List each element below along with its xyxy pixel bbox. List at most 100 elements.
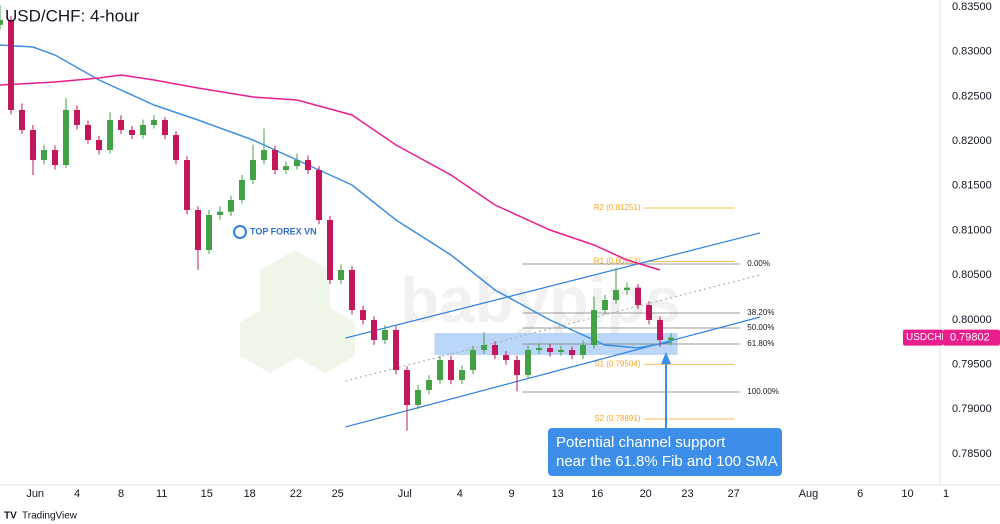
- y-tick-label: 0.81000: [952, 224, 992, 236]
- footer-logo: TV: [4, 511, 17, 522]
- watermark-hexagon: [240, 305, 300, 373]
- candle-body: [294, 160, 300, 167]
- candle-body: [96, 140, 102, 151]
- fib-label: 50.00%: [747, 323, 774, 332]
- y-tick-label: 0.79000: [952, 403, 992, 415]
- logo: TOP FOREX VN: [233, 225, 317, 239]
- y-tick-label: 0.81500: [952, 180, 992, 192]
- annotation-arrowhead: [661, 352, 671, 364]
- x-tick-label: 6: [857, 488, 863, 500]
- candle-body: [415, 389, 421, 405]
- candle-body: [470, 350, 476, 371]
- candle-body: [558, 350, 564, 352]
- channel-line: [345, 274, 761, 382]
- x-tick-label: 13: [552, 488, 564, 500]
- logo-text: TOP FOREX VN: [250, 226, 317, 236]
- logo-icon: [233, 225, 247, 239]
- candle-body: [41, 150, 47, 161]
- candle-body: [151, 119, 157, 125]
- fib-label: 61.80%: [747, 339, 774, 348]
- candle-body: [547, 348, 553, 352]
- y-tick-label: 0.80500: [952, 269, 992, 281]
- x-tick-label: 1: [943, 488, 949, 500]
- candle-body: [327, 220, 333, 281]
- candle-body: [239, 179, 245, 200]
- x-tick-label: Jul: [398, 488, 412, 500]
- x-tick-label: 20: [640, 488, 652, 500]
- moving-average: [0, 74, 661, 271]
- candle-body: [668, 337, 674, 340]
- chart-title: USD/CHF: 4-hour: [5, 6, 139, 25]
- candle-body: [140, 124, 146, 135]
- candle-body: [217, 211, 223, 216]
- x-tick-label: 23: [681, 488, 693, 500]
- x-tick-label: 27: [728, 488, 740, 500]
- candle-body: [481, 344, 487, 351]
- fib-label: 38.20%: [747, 308, 774, 317]
- candle-body: [8, 20, 14, 110]
- last-price-tag: [943, 329, 1000, 346]
- annotation-text: near the 61.8% Fib and 100 SMA: [556, 453, 778, 470]
- candle-body: [349, 269, 355, 311]
- y-tick-label: 0.79500: [952, 358, 992, 370]
- pivot-label: S1 (0.79504): [594, 359, 641, 368]
- symbol-tag: [903, 329, 943, 346]
- candle-body: [261, 150, 267, 161]
- y-tick-label: 0.78500: [952, 448, 992, 460]
- candle-body: [74, 109, 80, 125]
- x-tick-label: 25: [332, 488, 344, 500]
- candle-body: [503, 355, 509, 361]
- x-tick-label: 4: [74, 488, 80, 500]
- symbol-tag-text: USDCHF: [906, 332, 948, 343]
- fib-label: 100.00%: [747, 387, 779, 396]
- candle-body: [228, 199, 234, 212]
- watermark-text: babypips: [400, 264, 681, 336]
- y-tick-label: 0.83000: [952, 46, 992, 58]
- candle-body: [63, 109, 69, 166]
- candle-body: [338, 269, 344, 281]
- candle-body: [184, 160, 190, 211]
- x-tick-label: 22: [290, 488, 302, 500]
- x-tick-label: Jun: [26, 488, 44, 500]
- candle-body: [657, 319, 663, 340]
- candle-body: [525, 350, 531, 376]
- candle-body: [283, 166, 289, 171]
- candle-body: [459, 370, 465, 381]
- x-tick-label: 8: [118, 488, 124, 500]
- channel-line: [345, 232, 761, 339]
- candle-body: [52, 150, 58, 166]
- candle-body: [316, 170, 322, 221]
- y-tick-label: 0.83500: [952, 1, 992, 13]
- candle-body: [19, 109, 25, 130]
- watermark-hexagon: [295, 305, 355, 373]
- candle-body: [85, 124, 91, 141]
- candle-body: [536, 348, 542, 351]
- x-tick-label: 16: [591, 488, 603, 500]
- annotation: Potential channel support near the 61.8%…: [548, 352, 782, 476]
- candle-body: [437, 360, 443, 381]
- candle-body: [360, 310, 366, 320]
- pivot-label: R2 (0.81251): [594, 203, 641, 212]
- candle-body: [646, 305, 652, 320]
- candle-body: [107, 119, 113, 151]
- candle-body: [404, 370, 410, 405]
- candle-body: [613, 290, 619, 301]
- candle-body: [580, 344, 586, 356]
- candle-body: [492, 344, 498, 356]
- candle-body: [448, 360, 454, 381]
- x-tick-label: 10: [901, 488, 913, 500]
- candle-body: [393, 329, 399, 371]
- x-tick-label: Aug: [799, 488, 819, 500]
- annotation-box: [548, 428, 782, 476]
- candle-body: [272, 150, 278, 171]
- candle-body: [162, 119, 168, 135]
- candle-body: [195, 210, 201, 250]
- candle-body: [591, 310, 597, 345]
- pivot-label: S2 (0.78891): [594, 414, 641, 423]
- footer: TV TradingView: [4, 511, 78, 522]
- candle-body: [30, 129, 36, 161]
- moving-average: [0, 44, 672, 349]
- candle-body: [426, 380, 432, 390]
